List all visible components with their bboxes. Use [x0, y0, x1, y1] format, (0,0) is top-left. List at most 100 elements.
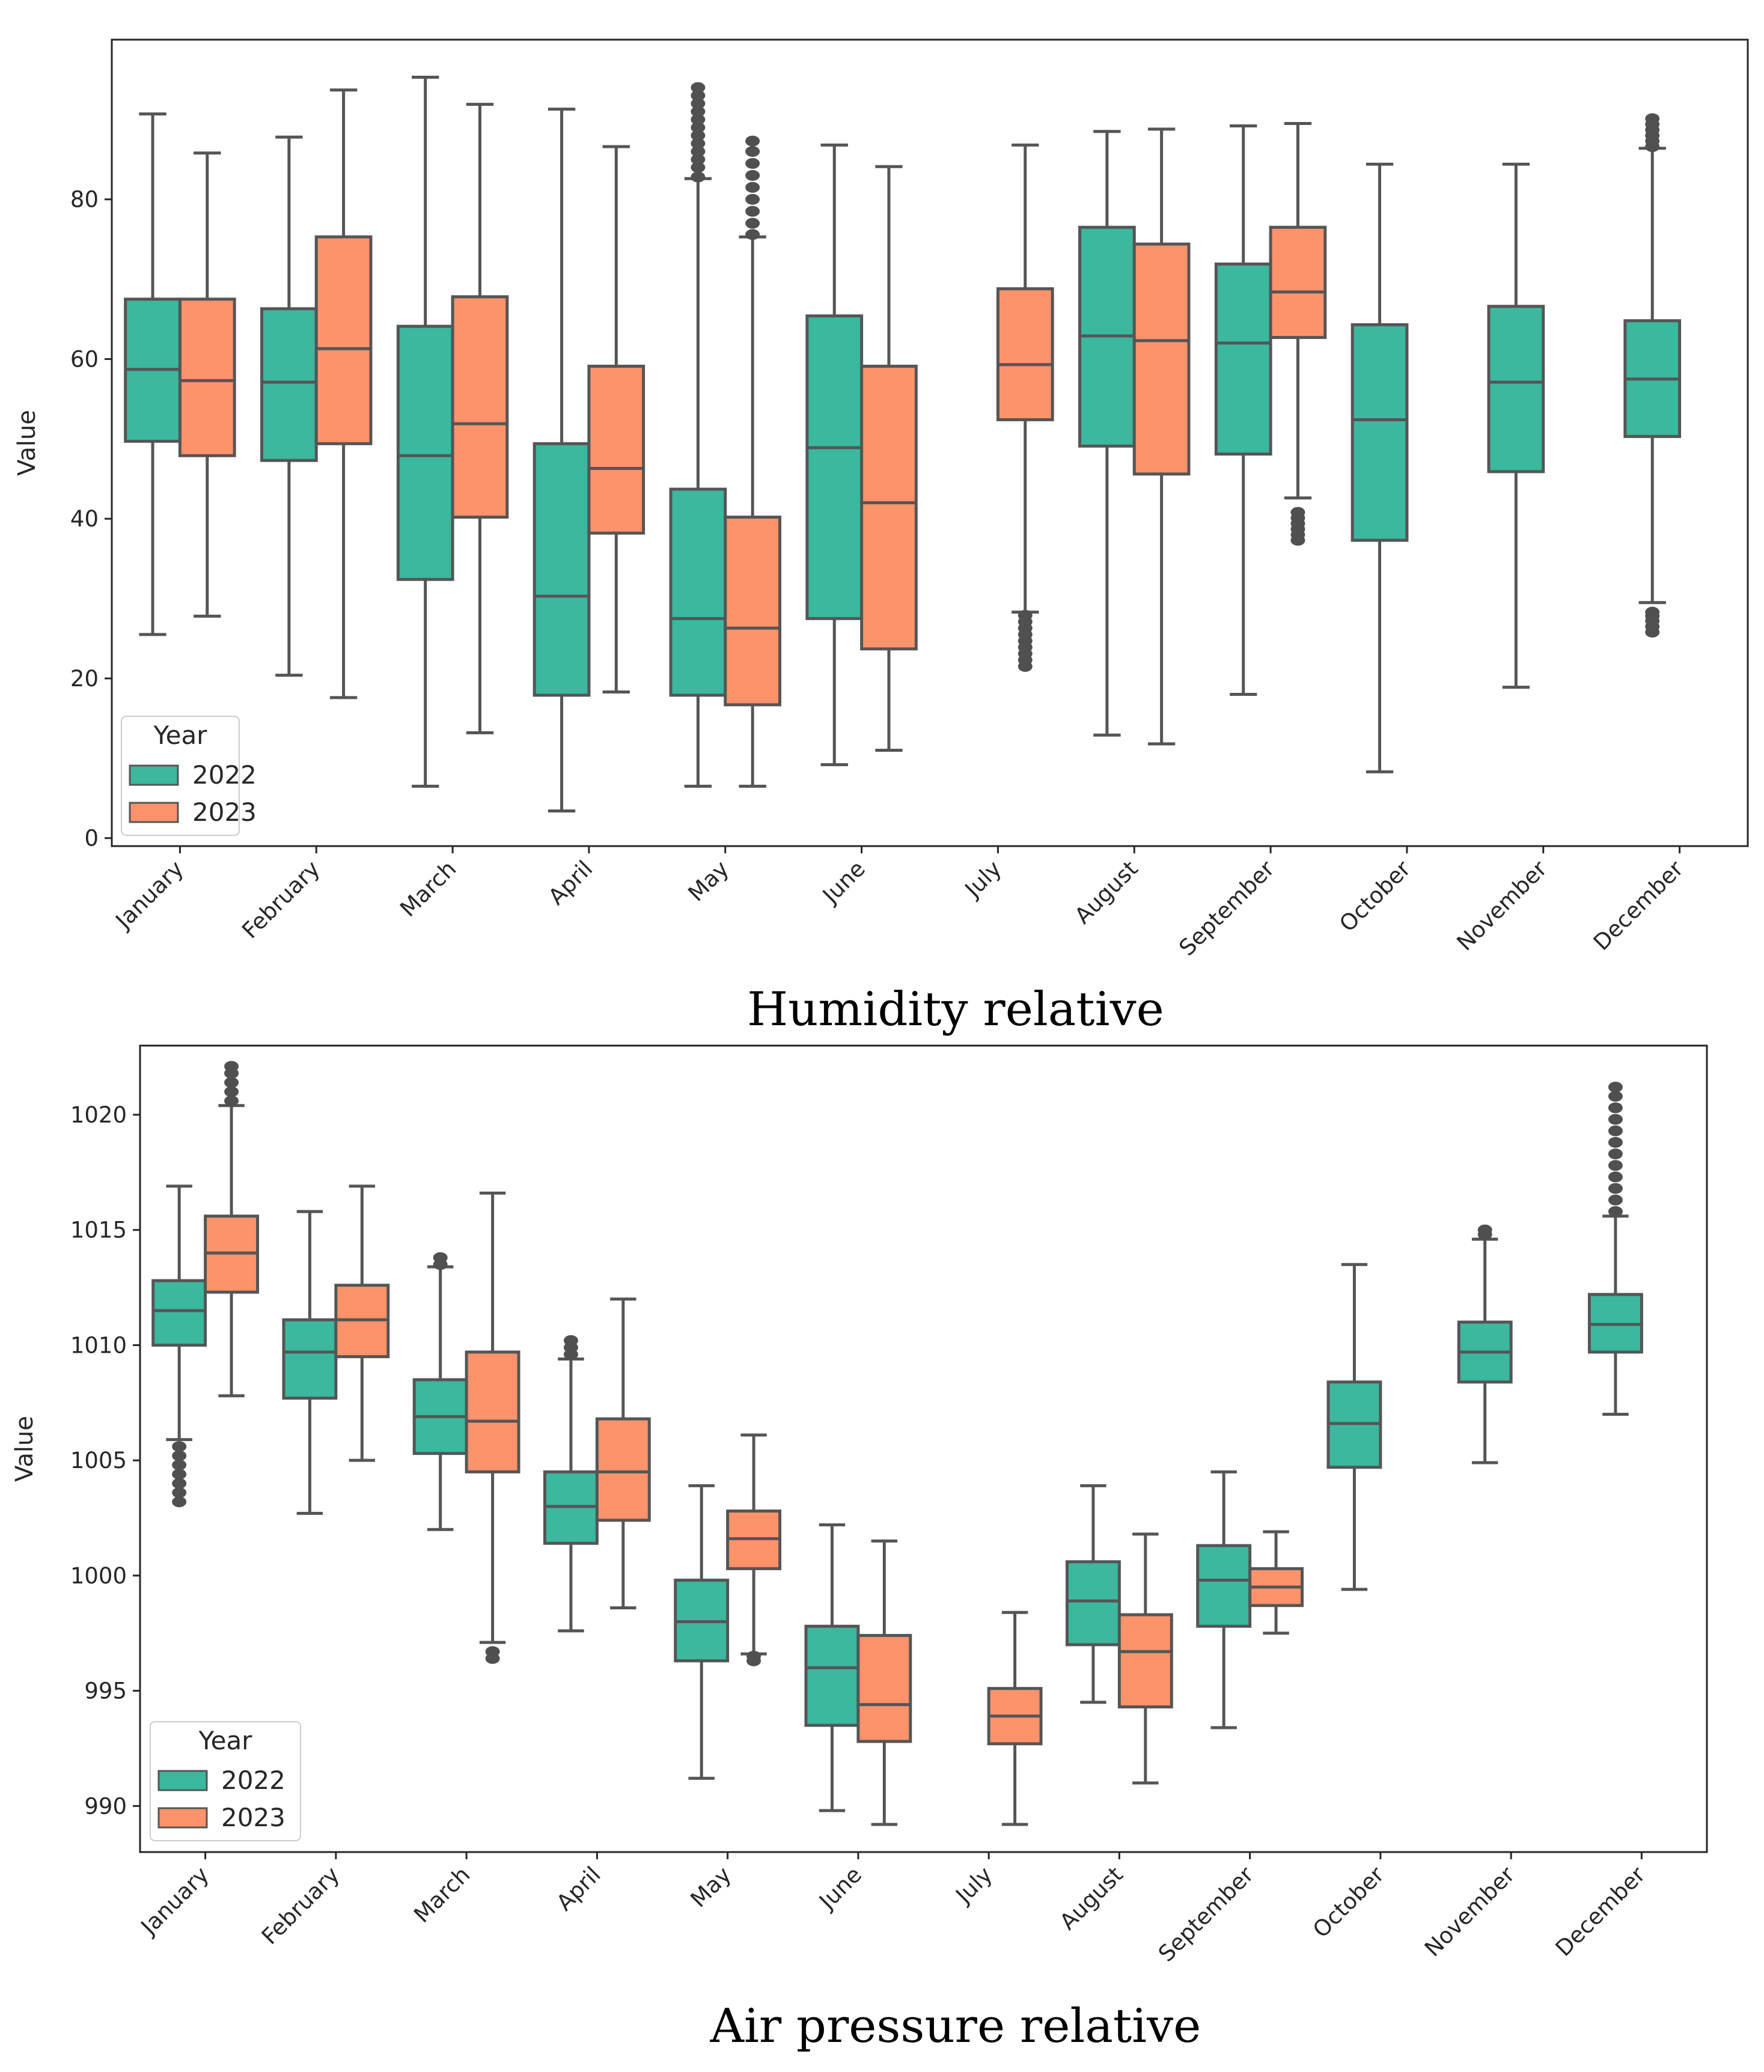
outlier-point [1478, 1225, 1492, 1236]
box-2022-october [1328, 1264, 1381, 1589]
x-tick-label-march: March [395, 856, 461, 922]
box-2023-july [989, 1612, 1041, 1824]
x-tick-label-september: September [1153, 1861, 1259, 1967]
iqr-box [671, 489, 725, 695]
box-2022-november [1489, 164, 1543, 687]
legend-swatch-2023 [130, 803, 178, 822]
x-tick-label-december: December [1551, 1861, 1651, 1961]
outlier-point [746, 1651, 761, 1662]
box-2023-april [589, 147, 644, 692]
legend-swatch-2022 [159, 1771, 207, 1790]
y-tick-label-1010: 1010 [70, 1332, 127, 1358]
plot-frame [140, 1046, 1707, 1852]
legend-swatch-2022 [130, 766, 178, 785]
x-tick-label-january: January [135, 1862, 214, 1940]
iqr-box [1216, 264, 1271, 454]
box-2022-december [1589, 1082, 1641, 1414]
box-2023-august [1134, 129, 1189, 744]
figure-caption: Humidity relative [747, 983, 1164, 1037]
outlier-point [1608, 1183, 1623, 1194]
iqr-box [725, 517, 780, 705]
legend-label-2022: 2022 [192, 760, 257, 790]
x-tick-label-may: May [685, 1862, 736, 1912]
figure-caption: Air pressure relative [710, 1999, 1201, 2053]
y-tick-label-40: 40 [70, 506, 99, 532]
x-tick-label-july: July [950, 1862, 998, 1909]
box-2023-march [466, 1193, 519, 1664]
box-2022-april [534, 109, 589, 811]
box-2023-august [1119, 1534, 1171, 1783]
box-2022-february [262, 137, 317, 675]
x-tick-label-october: October [1334, 855, 1416, 937]
box-2022-april [545, 1335, 597, 1631]
x-tick-label-september: September [1174, 855, 1280, 961]
legend-label-2023: 2023 [192, 797, 257, 827]
outlier-point [1608, 1172, 1623, 1183]
y-tick-label-990: 990 [84, 1793, 127, 1819]
iqr-box [180, 299, 234, 456]
box-2022-august [1080, 132, 1135, 736]
box-2023-february [336, 1186, 388, 1460]
iqr-box [1067, 1562, 1119, 1645]
outlier-point [745, 136, 760, 147]
y-tick-label-1020: 1020 [70, 1102, 127, 1128]
y-tick-label-0: 0 [84, 826, 99, 852]
box-2022-november [1459, 1225, 1511, 1463]
box-2022-june [806, 1525, 858, 1811]
outlier-point [1290, 507, 1305, 518]
outlier-point [1018, 610, 1033, 621]
x-tick-label-july: July [959, 856, 1007, 903]
outlier-point [1608, 1137, 1623, 1148]
box-2023-september [1250, 1532, 1302, 1633]
outlier-point [745, 229, 760, 240]
legend: Year 2022 2023 [150, 1722, 301, 1841]
x-tick-label-november: November [1420, 1861, 1520, 1961]
y-tick-label-1015: 1015 [70, 1217, 127, 1243]
iqr-box [858, 1636, 911, 1741]
box-2022-february [284, 1211, 336, 1513]
box-2023-may [725, 136, 780, 787]
y-axis-label: Value [11, 1416, 38, 1482]
iqr-box [589, 366, 644, 533]
box-2022-january [153, 1186, 206, 1507]
box-2022-december [1625, 114, 1680, 638]
box-2022-may [676, 1485, 728, 1778]
x-tick-label-august: August [1055, 1862, 1128, 1935]
box-2023-may [728, 1435, 780, 1666]
iqr-box [807, 316, 862, 619]
outlier-point [433, 1252, 448, 1263]
outlier-point [1608, 1103, 1623, 1114]
outlier-point [745, 218, 760, 229]
legend-title: Year [198, 1726, 253, 1755]
x-tick-label-february: February [257, 1862, 344, 1949]
box-2022-august [1067, 1485, 1119, 1702]
outlier-point [172, 1496, 186, 1507]
outlier-point [172, 1460, 186, 1470]
outlier-point [172, 1441, 186, 1452]
box-2022-september [1198, 1472, 1250, 1728]
outlier-point [224, 1061, 239, 1072]
iqr-box [1489, 306, 1543, 472]
iqr-box [862, 366, 917, 648]
y-tick-label-995: 995 [84, 1678, 127, 1704]
outlier-point [564, 1335, 578, 1346]
outlier-point [745, 206, 760, 217]
box-2022-september [1216, 126, 1271, 695]
outlier-point [1608, 1082, 1623, 1092]
x-tick-label-october: October [1308, 1861, 1390, 1943]
iqr-box [806, 1626, 858, 1725]
legend-title: Year [153, 721, 208, 750]
outlier-point [224, 1086, 239, 1097]
outlier-point [172, 1451, 186, 1461]
box-2023-june [862, 166, 917, 750]
outlier-point [1608, 1114, 1623, 1125]
y-tick-label-20: 20 [70, 666, 99, 692]
iqr-box [316, 237, 371, 443]
y-tick-label-60: 60 [70, 346, 99, 372]
x-tick-label-march: March [409, 1862, 475, 1928]
iqr-box [398, 326, 453, 579]
box-2023-february [316, 90, 371, 698]
x-tick-label-june: June [813, 1862, 867, 1915]
box-2023-january [206, 1061, 258, 1396]
